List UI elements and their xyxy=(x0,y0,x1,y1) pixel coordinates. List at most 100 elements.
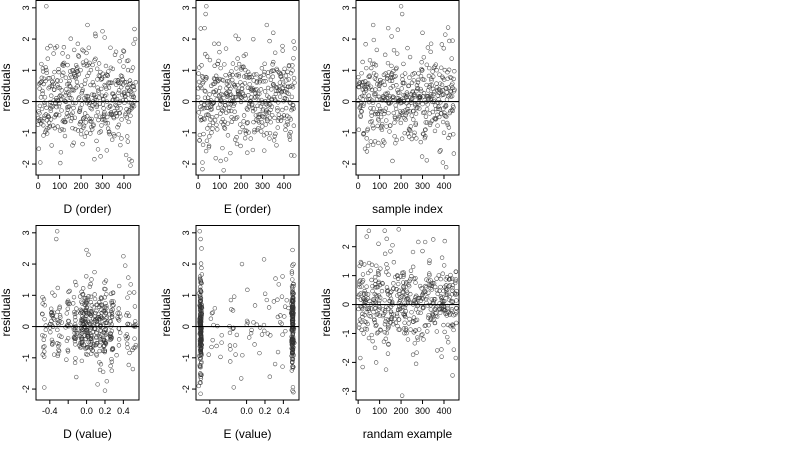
data-point xyxy=(239,261,245,267)
data-point xyxy=(247,335,252,340)
data-point xyxy=(422,110,427,115)
y-tick-label: 2 xyxy=(341,244,351,249)
data-point xyxy=(259,66,265,71)
data-point xyxy=(46,114,51,119)
data-point xyxy=(198,336,203,341)
data-point xyxy=(209,344,214,350)
data-point xyxy=(424,158,429,163)
data-point xyxy=(116,306,121,311)
data-point xyxy=(228,347,233,352)
data-point xyxy=(197,65,202,70)
data-point xyxy=(400,80,405,86)
data-point xyxy=(93,56,98,62)
data-point xyxy=(361,132,366,137)
data-point xyxy=(393,103,398,108)
data-point xyxy=(84,274,89,279)
data-point xyxy=(362,262,367,267)
data-point xyxy=(56,104,62,109)
data-point xyxy=(84,327,89,333)
data-point xyxy=(410,96,415,101)
data-point xyxy=(83,93,89,99)
data-point xyxy=(401,280,406,285)
data-point xyxy=(244,121,250,126)
data-point xyxy=(210,120,216,125)
y-tick-label: 0 xyxy=(21,99,31,104)
data-point xyxy=(76,72,81,77)
data-point xyxy=(438,148,443,153)
data-point xyxy=(380,281,385,286)
data-point xyxy=(73,75,78,81)
data-point xyxy=(453,312,458,317)
data-point xyxy=(405,109,411,114)
data-point xyxy=(419,286,424,291)
data-point xyxy=(427,83,432,88)
data-point xyxy=(364,309,369,315)
data-point xyxy=(128,113,133,118)
data-point xyxy=(263,122,268,127)
data-point xyxy=(48,117,54,122)
data-point xyxy=(94,341,99,346)
data-point xyxy=(452,69,457,74)
data-point xyxy=(422,289,427,294)
data-point xyxy=(290,63,295,68)
data-point xyxy=(442,299,447,304)
data-point xyxy=(102,110,107,115)
data-point xyxy=(199,359,204,364)
y-tick-label: -1 xyxy=(21,354,31,362)
data-point xyxy=(80,316,85,322)
data-point xyxy=(275,108,280,113)
data-point xyxy=(262,89,268,94)
data-point xyxy=(450,283,456,288)
data-point xyxy=(126,58,131,63)
data-point xyxy=(265,103,270,108)
data-point xyxy=(447,295,452,300)
data-point xyxy=(68,36,73,41)
data-point xyxy=(202,25,207,31)
data-point xyxy=(59,94,64,99)
data-point xyxy=(85,73,90,79)
data-point xyxy=(451,347,457,352)
data-point xyxy=(276,100,281,105)
data-point xyxy=(373,62,379,68)
data-point xyxy=(418,310,423,316)
data-point xyxy=(441,130,447,135)
y-tick-label: -3 xyxy=(341,387,351,395)
data-point xyxy=(78,345,83,350)
data-point xyxy=(284,298,289,303)
data-point xyxy=(260,114,265,119)
y-tick-label: -2 xyxy=(181,385,191,393)
y-axis-title: residuals xyxy=(0,288,13,336)
data-point xyxy=(129,103,135,109)
data-point xyxy=(431,74,436,79)
x-tick-label: -0.4 xyxy=(202,406,218,416)
data-point xyxy=(98,129,103,134)
data-point xyxy=(214,122,219,128)
x-tick-label: 0.0 xyxy=(240,406,253,416)
data-point xyxy=(404,330,409,336)
data-point xyxy=(234,66,239,71)
data-point xyxy=(373,360,379,365)
data-point xyxy=(98,154,103,159)
data-point xyxy=(289,106,295,111)
data-point xyxy=(374,47,379,53)
data-point xyxy=(254,72,259,77)
data-point xyxy=(241,92,246,97)
data-point xyxy=(376,241,381,246)
data-point xyxy=(441,46,446,51)
x-axis-title: E (order) xyxy=(224,202,271,216)
data-point xyxy=(41,115,47,121)
data-point xyxy=(92,157,97,162)
data-point xyxy=(269,87,274,92)
data-point xyxy=(73,126,78,132)
data-point xyxy=(448,109,453,114)
data-point xyxy=(380,143,385,148)
data-point xyxy=(42,100,47,105)
data-point xyxy=(253,94,258,99)
data-point xyxy=(382,308,388,313)
data-point xyxy=(79,334,84,339)
y-tick-label: -2 xyxy=(341,358,351,366)
data-point xyxy=(196,71,201,76)
data-point xyxy=(123,152,129,158)
data-point xyxy=(198,331,204,337)
data-point xyxy=(78,131,84,137)
